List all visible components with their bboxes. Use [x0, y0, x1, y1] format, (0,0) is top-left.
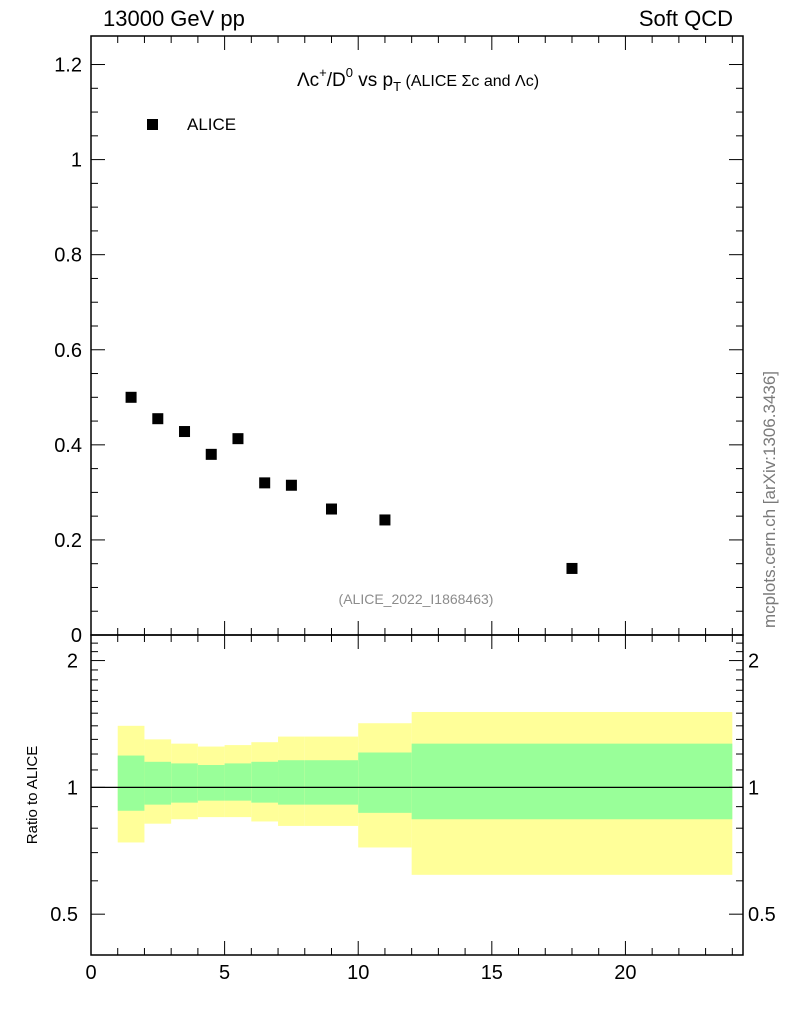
- data-point: [152, 413, 164, 425]
- analysis-tag: (ALICE_2022_I1868463): [339, 591, 494, 607]
- xtick-label: 15: [481, 962, 503, 984]
- data-point: [325, 503, 337, 515]
- main-ytick-label: 0.8: [54, 245, 82, 267]
- title-part: (ALICE Σc and Λc): [401, 73, 539, 90]
- xtick-label: 5: [219, 962, 230, 984]
- xtick-label: 10: [347, 962, 369, 984]
- ratio-ytick-label-right: 1: [748, 777, 759, 799]
- data-point: [205, 448, 217, 460]
- main-ytick-label: 1: [71, 150, 82, 172]
- title-part: +: [319, 65, 327, 80]
- title-part: T: [393, 79, 401, 94]
- green-band-bin: [411, 743, 733, 820]
- main-ytick-label: 0.4: [54, 435, 82, 457]
- data-point: [379, 514, 391, 526]
- green-band-bin: [224, 763, 252, 801]
- green-band-bin: [171, 763, 198, 803]
- legend-label: ALICE: [187, 115, 236, 134]
- main-ytick-label: 0: [71, 625, 82, 647]
- ratio-ytick-label-right: 2: [748, 651, 759, 673]
- xtick-label: 0: [85, 962, 96, 984]
- title-part: 0: [346, 65, 353, 80]
- title-part: Λc: [297, 70, 319, 91]
- process-label: Soft QCD: [638, 6, 733, 31]
- ratio-ytick-label: 1: [67, 777, 78, 799]
- ratio-ytick-label: 0.5: [50, 904, 78, 926]
- data-point: [232, 433, 244, 445]
- green-band-bin: [197, 765, 225, 801]
- title-part: vs p: [353, 70, 393, 91]
- ratio-frame: [90, 634, 744, 956]
- main-ytick-label: 0.2: [54, 530, 82, 552]
- legend-marker: [147, 119, 158, 130]
- ratio-ytick-label-right: 0.5: [748, 904, 776, 926]
- green-band-bin: [358, 752, 412, 813]
- title-part: /D: [327, 70, 346, 91]
- data-point: [179, 426, 191, 438]
- main-title: Λc+/D0 vs pT (ALICE Σc and Λc): [297, 65, 539, 94]
- ratio-ylabel: Ratio to ALICE: [24, 746, 41, 844]
- data-point: [566, 562, 578, 574]
- green-band-bin: [144, 761, 172, 805]
- data-point: [259, 477, 271, 489]
- green-band-bin: [278, 760, 305, 805]
- green-band-bin: [304, 760, 359, 805]
- green-band-bin: [117, 755, 145, 811]
- main-ytick-label: 0.6: [54, 340, 82, 362]
- xtick-label: 20: [614, 962, 636, 984]
- ratio-ytick-label: 2: [67, 651, 78, 673]
- data-point: [125, 391, 137, 403]
- collision-energy-label: 13000 GeV pp: [103, 6, 245, 31]
- green-band-bin: [251, 761, 279, 803]
- data-point: [285, 479, 297, 491]
- main-ytick-label: 1.2: [54, 55, 82, 77]
